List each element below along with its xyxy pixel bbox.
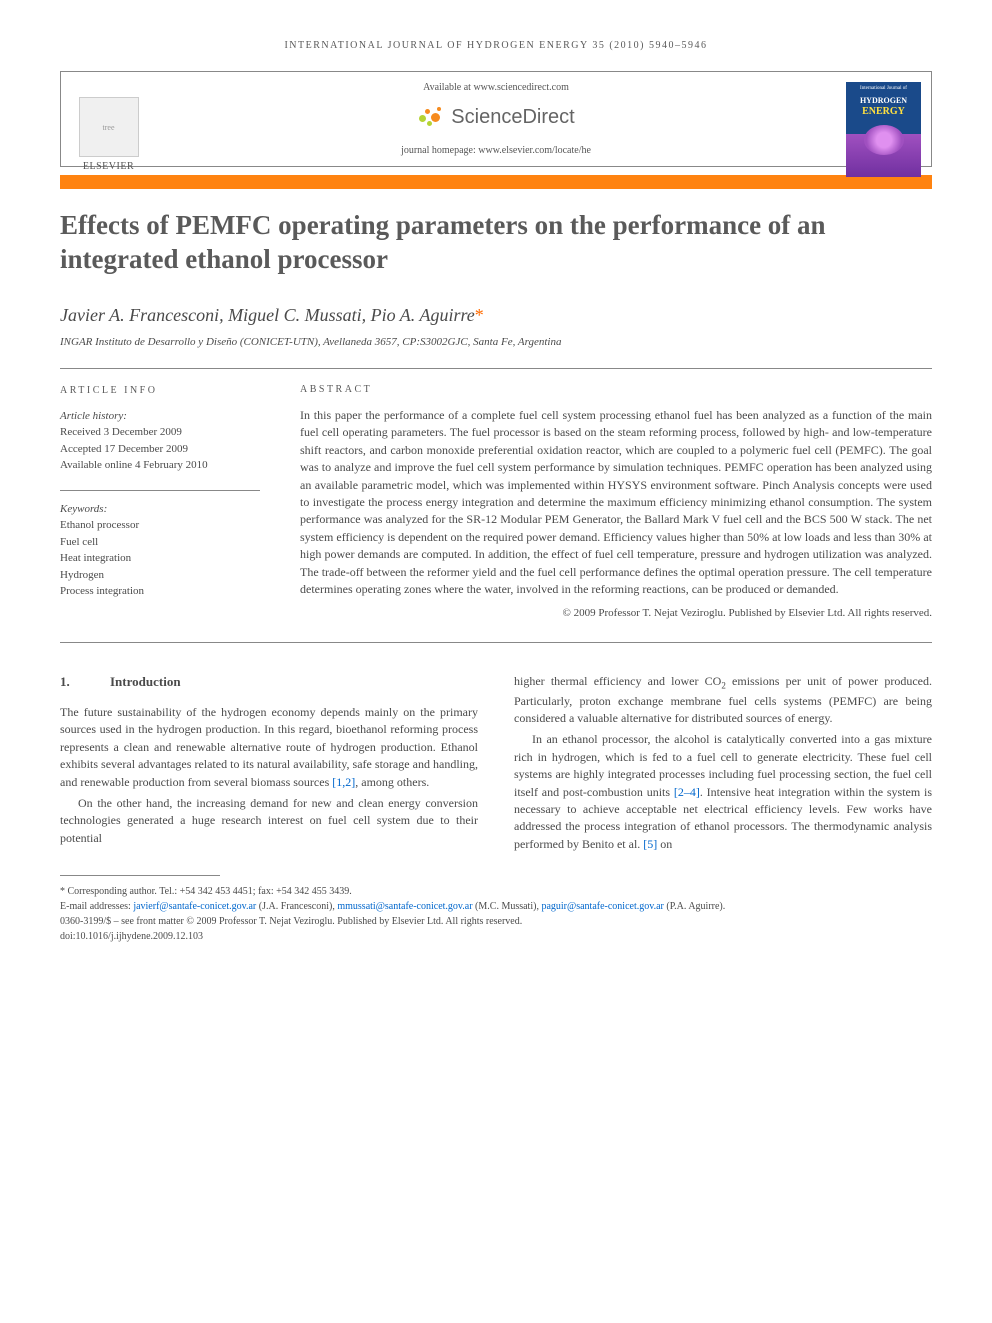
cover-title-bottom: ENERGY [862,106,905,117]
sciencedirect-logo: ScienceDirect [417,103,574,131]
paragraph-text: , among others. [355,775,429,789]
issn-line: 0360-3199/$ – see front matter © 2009 Pr… [60,914,932,929]
section-heading: 1.Introduction [60,673,478,692]
email-link[interactable]: paguir@santafe-conicet.gov.ar [541,901,663,912]
history-label: Article history: [60,408,260,425]
abstract-heading: ABSTRACT [300,383,932,398]
online-date: Available online 4 February 2010 [60,457,260,474]
keyword: Ethanol processor [60,517,260,534]
corresponding-author: * Corresponding author. Tel.: +54 342 45… [60,884,932,899]
info-separator [60,490,260,491]
email-link[interactable]: javierf@santafe-conicet.gov.ar [133,901,256,912]
paragraph: higher thermal efficiency and lower CO2 … [514,673,932,727]
corresponding-star-icon: * [475,305,484,325]
article-info-heading: ARTICLE INFO [60,383,260,398]
paragraph: In an ethanol processor, the alcohol is … [514,731,932,853]
available-text: Available at www.sciencedirect.com [423,82,569,93]
left-column: 1.Introduction The future sustainability… [60,673,478,857]
journal-cover: International Journal of HYDROGEN ENERGY [846,82,921,177]
reference-link[interactable]: [1,2] [332,775,355,789]
keyword: Fuel cell [60,534,260,551]
abstract-copyright: © 2009 Professor T. Nejat Veziroglu. Pub… [300,606,932,622]
keywords-label: Keywords: [60,501,260,518]
cover-title-top: HYDROGEN [860,97,907,106]
article-info: ARTICLE INFO Article history: Received 3… [60,383,260,623]
elsevier-tree-icon: tree [79,97,139,157]
paragraph-text: on [657,837,672,851]
paragraph: The future sustainability of the hydroge… [60,704,478,791]
affiliation: INGAR Instituto de Desarrollo y Diseño (… [60,336,932,348]
separator [60,368,932,369]
sciencedirect-label: ScienceDirect [451,106,574,129]
footer-separator [60,875,220,876]
section-number: 1. [60,673,110,692]
received-date: Received 3 December 2009 [60,424,260,441]
authors: Javier A. Francesconi, Miguel C. Mussati… [60,305,932,326]
abstract-text: In this paper the performance of a compl… [300,407,932,598]
emails-label: E-mail addresses: [60,901,133,912]
doi-line: doi:10.1016/j.ijhydene.2009.12.103 [60,929,932,944]
orange-bar [60,175,932,189]
author-name: (P.A. Aguirre). [664,901,725,912]
sciencedirect-icon [417,103,445,131]
page: INTERNATIONAL JOURNAL OF HYDROGEN ENERGY… [0,0,992,984]
abstract: ABSTRACT In this paper the performance o… [300,383,932,623]
separator [60,642,932,643]
elsevier-label: ELSEVIER [83,161,134,172]
email-link[interactable]: mmussati@santafe-conicet.gov.ar [337,901,472,912]
accepted-date: Accepted 17 December 2009 [60,441,260,458]
homepage-text: journal homepage: www.elsevier.com/locat… [401,145,591,156]
reference-link[interactable]: [5] [643,837,657,851]
keywords-section: Keywords: Ethanol processor Fuel cell He… [60,501,260,600]
running-head: INTERNATIONAL JOURNAL OF HYDROGEN ENERGY… [60,40,932,51]
email-addresses: E-mail addresses: javierf@santafe-conice… [60,899,932,914]
article-title: Effects of PEMFC operating parameters on… [60,209,932,277]
footer: * Corresponding author. Tel.: +54 342 45… [60,884,932,944]
reference-link[interactable]: [2–4] [674,785,700,799]
right-column: higher thermal efficiency and lower CO2 … [514,673,932,857]
author-name: (M.C. Mussati), [473,901,542,912]
paragraph-text: higher thermal efficiency and lower CO [514,674,721,688]
body-columns: 1.Introduction The future sustainability… [60,673,932,857]
author-name: (J.A. Francesconi), [256,901,337,912]
info-abstract-row: ARTICLE INFO Article history: Received 3… [60,383,932,623]
header-box: tree ELSEVIER International Journal of H… [60,71,932,167]
keyword: Hydrogen [60,567,260,584]
keyword: Process integration [60,583,260,600]
section-title: Introduction [110,674,181,689]
paragraph: On the other hand, the increasing demand… [60,795,478,847]
authors-list: Javier A. Francesconi, Miguel C. Mussati… [60,305,475,325]
article-history: Article history: Received 3 December 200… [60,408,260,474]
elsevier-logo: tree ELSEVIER [71,82,146,172]
keyword: Heat integration [60,550,260,567]
cover-graphic-icon [864,125,904,155]
cover-prefix: International Journal of [860,86,907,91]
